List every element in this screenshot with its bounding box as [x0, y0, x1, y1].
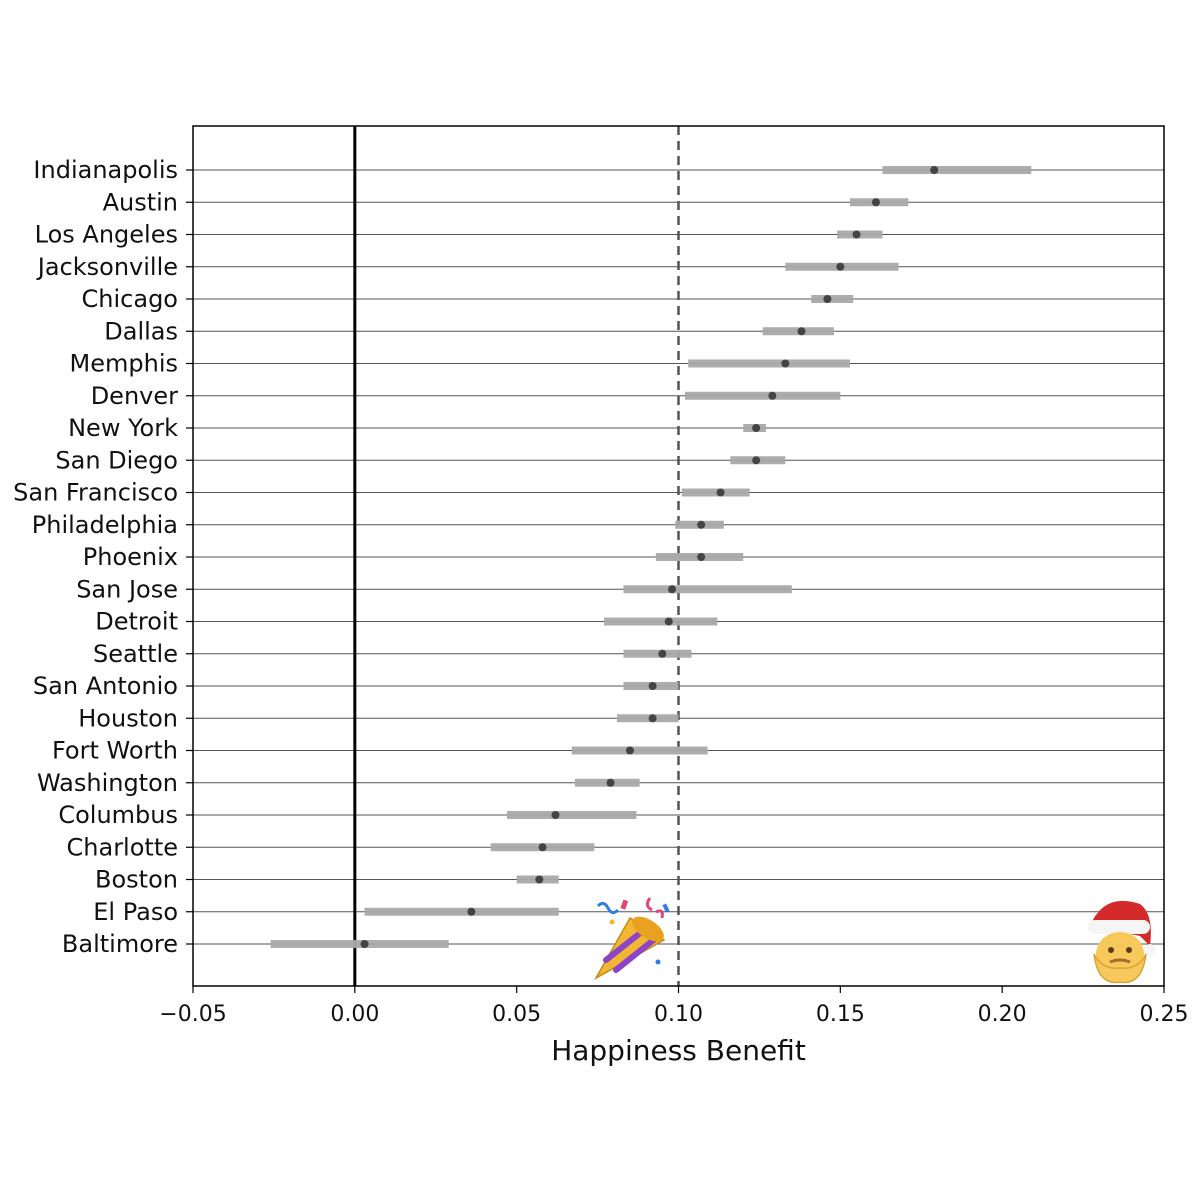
x-axis-label: Happiness Benefit	[551, 1034, 806, 1067]
city-label: San Jose	[76, 575, 178, 603]
city-label: Seattle	[93, 640, 178, 668]
point-estimate	[535, 875, 544, 884]
city-label: Denver	[91, 382, 178, 410]
point-estimate	[538, 843, 547, 852]
axes: Indianapolis Austin Los Angeles Jacksonvill…	[13, 125, 1189, 1067]
point-estimate	[664, 617, 673, 626]
x-tick-label: 0.00	[330, 1002, 379, 1027]
city-label: New York	[68, 414, 178, 442]
point-estimate	[930, 166, 939, 174]
city-label: San Francisco	[13, 479, 178, 507]
reference-lines	[353, 126, 680, 986]
point-estimate	[768, 391, 777, 400]
city-label: Austin	[103, 188, 178, 216]
city-label: Memphis	[70, 350, 178, 378]
city-label: Indianapolis	[33, 156, 178, 184]
santa-claus-icon	[1088, 900, 1156, 984]
city-label: Detroit	[95, 608, 178, 636]
city-label: Baltimore	[62, 930, 178, 958]
point-estimate	[606, 778, 615, 787]
city-label: Phoenix	[83, 543, 178, 571]
x-tick-label: 0.15	[816, 1002, 865, 1027]
city-label: Dallas	[104, 317, 178, 345]
x-tick-label: 0.20	[978, 1002, 1027, 1027]
point-estimate	[648, 682, 657, 690]
point-estimate	[658, 649, 667, 658]
city-label: Washington	[37, 769, 178, 797]
point-estimate	[716, 488, 725, 497]
x-tick-label: −0.05	[159, 1002, 226, 1027]
city-label: Philadelphia	[32, 511, 178, 539]
point-estimate	[551, 811, 560, 819]
city-label: Columbus	[58, 801, 178, 829]
interval-marks	[270, 166, 1032, 948]
point-estimate	[836, 262, 845, 271]
city-label: San Diego	[55, 446, 178, 474]
point-estimate	[797, 327, 806, 336]
point-estimate	[467, 907, 476, 916]
point-estimate	[852, 230, 861, 239]
city-label: Fort Worth	[52, 737, 178, 765]
city-label: El Paso	[93, 898, 178, 926]
point-estimate	[781, 359, 790, 368]
city-label: San Antonio	[33, 672, 178, 700]
point-estimate	[648, 714, 657, 723]
point-estimate	[697, 553, 706, 561]
x-tick-label: 0.25	[1140, 1002, 1189, 1027]
point-estimate	[360, 940, 369, 948]
point-estimate	[668, 585, 677, 594]
city-label: Chicago	[82, 285, 178, 313]
x-tick-label: 0.05	[492, 1002, 541, 1027]
point-estimate	[752, 424, 761, 432]
party-popper-icon	[594, 897, 670, 980]
x-tick-label: 0.10	[654, 1002, 703, 1027]
city-label: Los Angeles	[35, 221, 178, 249]
city-label: Boston	[95, 866, 178, 894]
city-label: Charlotte	[67, 833, 178, 861]
point-estimate	[697, 520, 706, 529]
city-label: Jacksonville	[36, 253, 178, 281]
point-estimate	[871, 198, 880, 207]
point-estimate	[625, 746, 634, 755]
point-estimate	[823, 295, 832, 303]
city-label: Houston	[78, 704, 178, 732]
point-estimate	[752, 456, 761, 465]
